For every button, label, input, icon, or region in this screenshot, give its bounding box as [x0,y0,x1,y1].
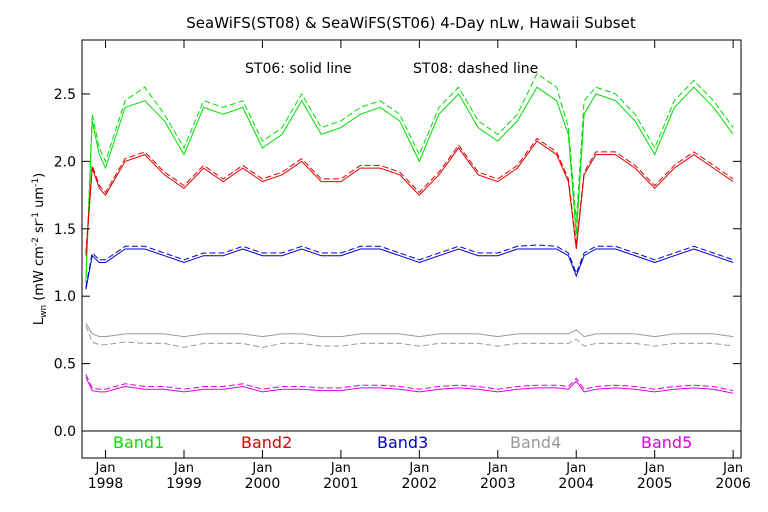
x-tick-year: 1998 [88,476,124,492]
legend-band4: Band4 [510,433,561,452]
series-band2-st06 [85,140,734,256]
series-band1-st06 [85,86,734,283]
x-tick-year: 2002 [402,476,438,492]
x-tick-month: Jan [173,461,194,476]
y-axis-label-units-mid-1: sr [32,220,47,237]
x-tick-year: 2000 [245,476,281,492]
series-band3-st06 [85,248,734,290]
y-axis-label-units-open: (mW cm [32,246,47,305]
chart-title: SeaWiFS(ST08) & SeaWiFS(ST06) 4-Day nLw,… [186,14,636,32]
y-axis-label-units-close: ) [32,173,47,178]
series-band4-st06 [85,322,734,338]
plot-frame [81,39,742,459]
plot-area [82,72,741,432]
series-band1-st08 [85,72,734,277]
y-axis-label-subscript: wn [39,305,49,318]
x-tick-month: Jan [487,461,508,476]
legend: Band1 Band2 Band3 Band4 Band5 [113,433,692,452]
series-band5-st06 [85,376,734,394]
y-axis-label-exponent-3: -1 [31,178,41,187]
x-tick-month: Jan [95,461,116,476]
x-tick-year: 2004 [558,476,594,492]
y-tick-label: 1.5 [54,222,76,238]
series-band4-st08 [85,325,734,348]
x-tick-month: Jan [408,461,429,476]
x-tick-month: Jan [722,461,743,476]
x-tick-year: 1999 [166,476,202,492]
y-axis: 0.0 0.5 1.0 1.5 2.0 2.5 [54,87,741,440]
annotation-solid-line: ST06: solid line [245,61,352,77]
y-tick-label: 1.0 [54,289,76,305]
series-band3-st08 [85,244,734,287]
x-tick-year: 2006 [715,476,751,492]
legend-band1: Band1 [113,433,164,452]
x-tick-year: 2003 [480,476,516,492]
x-axis: Jan1998Jan1999Jan2000Jan2001Jan2002Jan20… [88,40,751,492]
legend-band2: Band2 [241,433,292,452]
y-axis-label-exponent-2: -1 [31,212,41,221]
series-band5-st08 [85,374,734,392]
y-axis-label: Lwn (mW cm-2 sr-1 um-1) [31,173,49,325]
y-tick-label: 0.5 [54,357,76,373]
legend-band5: Band5 [641,433,692,452]
annotation-dashed-line: ST08: dashed line [413,61,538,77]
x-tick-month: Jan [330,461,351,476]
y-axis-label-symbol: L [32,317,47,325]
x-tick-month: Jan [644,461,665,476]
x-tick-year: 2005 [637,476,673,492]
x-tick-month: Jan [251,461,272,476]
y-axis-label-exponent-1: -2 [31,237,41,246]
y-tick-label: 2.5 [54,87,76,103]
y-tick-label: 2.0 [54,154,76,170]
legend-band3: Band3 [377,433,428,452]
x-tick-month: Jan [565,461,586,476]
y-tick-label: 0.0 [54,424,76,440]
series-band2-st08 [85,137,734,254]
x-tick-year: 2001 [323,476,359,492]
y-axis-label-units-mid-2: um [32,187,47,212]
